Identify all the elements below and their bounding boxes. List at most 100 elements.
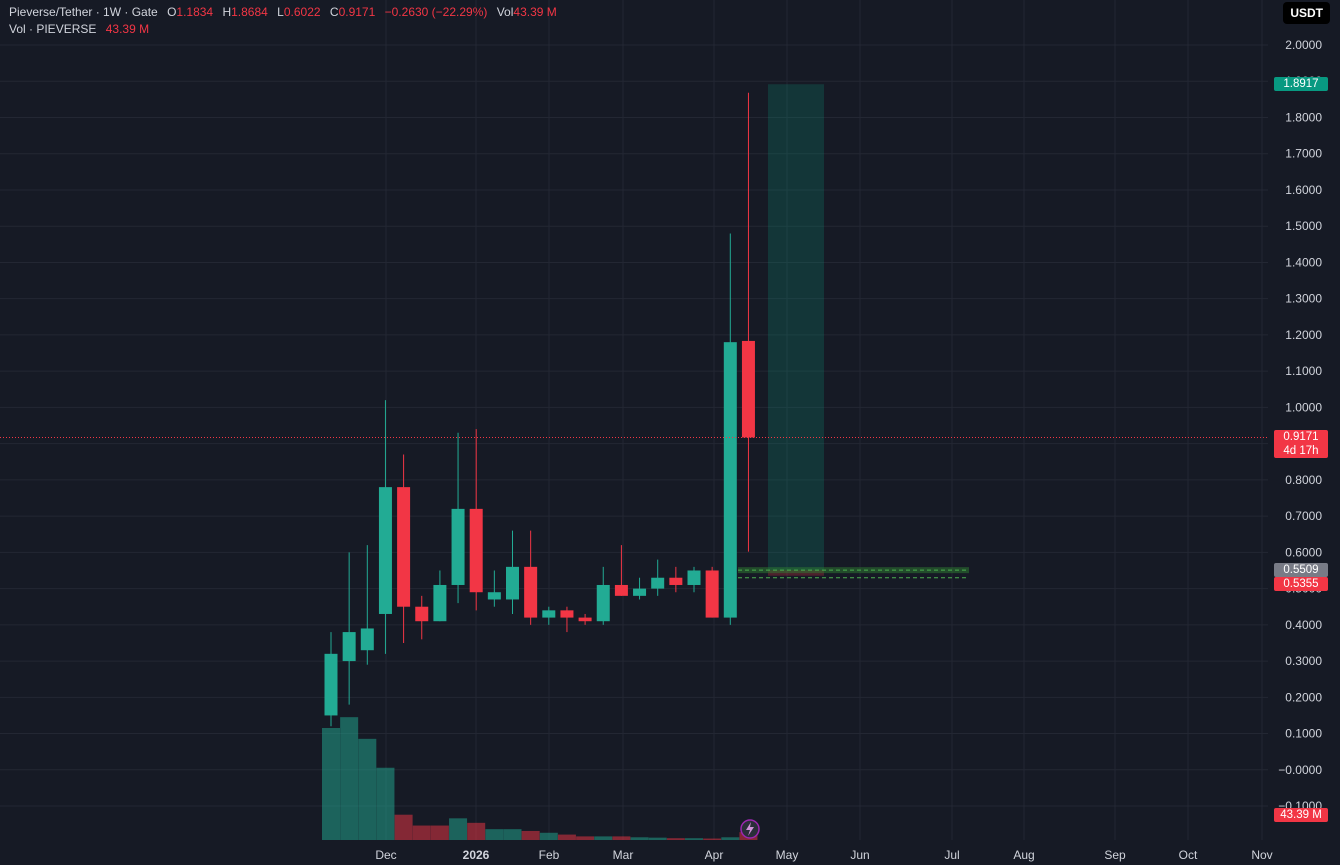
- candle-body: [687, 570, 701, 585]
- price-axis-label: 1.7000: [1285, 147, 1322, 161]
- grid: [0, 0, 1268, 840]
- candle-body: [669, 577, 683, 585]
- price-axis-label: 1.8000: [1285, 110, 1322, 124]
- vol-label: Vol: [496, 5, 514, 19]
- time-axis-label: 2026: [463, 848, 490, 862]
- price-axis-label: 0.6000: [1285, 545, 1322, 559]
- volume-value-tag: 43.39 M: [1274, 808, 1328, 822]
- lightning-icon-glyph: [746, 822, 754, 836]
- candle-body: [433, 584, 447, 622]
- chart-legend: Pieverse/Tether · 1W · Gate O1.1834 H1.8…: [9, 4, 557, 38]
- target-price-tag: 1.8917: [1274, 77, 1328, 92]
- price-axis-label: 1.6000: [1285, 183, 1322, 197]
- time-axis-label: May: [776, 848, 799, 862]
- volume-bar: [412, 825, 431, 840]
- time-axis-label: Feb: [539, 848, 560, 862]
- volume-bar: [703, 838, 722, 840]
- volume-bar: [322, 728, 340, 840]
- volume-bar: [721, 837, 740, 840]
- time-axis-label: Oct: [1179, 848, 1198, 862]
- currency-unit-button[interactable]: USDT: [1283, 2, 1330, 24]
- candle-body: [578, 617, 592, 622]
- time-axis-label: Aug: [1013, 848, 1034, 862]
- price-axis-label: 0.8000: [1285, 473, 1322, 487]
- long-position-tool[interactable]: [738, 84, 969, 579]
- candle-body: [342, 632, 356, 662]
- candle-body: [469, 508, 483, 593]
- bar-countdown: 4d 17h: [1283, 445, 1319, 458]
- price-axis-label: 0.1000: [1285, 727, 1322, 741]
- candle-body: [741, 340, 755, 438]
- price-axis-label: 1.3000: [1285, 292, 1322, 306]
- icons: [740, 819, 760, 839]
- volume-bar: [594, 836, 613, 840]
- candle-body: [524, 566, 538, 618]
- volume-bar: [449, 818, 468, 840]
- volume-bar: [376, 767, 395, 840]
- candle-body: [451, 508, 465, 585]
- volume-bar: [503, 829, 522, 840]
- symbol-label[interactable]: Pieverse/Tether · 1W · Gate: [9, 5, 158, 19]
- open-label: O: [167, 5, 177, 19]
- low-value: 0.6022: [283, 5, 321, 19]
- time-axis-label: Dec: [375, 848, 396, 862]
- time-axis-label: Apr: [705, 848, 724, 862]
- volume-bar: [666, 838, 685, 840]
- price-axis-label: 1.1000: [1285, 364, 1322, 378]
- volume-bar: [430, 825, 449, 840]
- volume-bar: [612, 836, 631, 840]
- candle-body: [705, 570, 719, 618]
- price-axis-label: −0.0000: [1278, 763, 1322, 777]
- candle-body: [397, 487, 411, 607]
- candles: [324, 92, 755, 727]
- volume-bar: [521, 830, 540, 840]
- candle-body: [378, 487, 392, 614]
- candle-body: [596, 584, 610, 622]
- candle-body: [614, 584, 628, 596]
- last-price-value: 0.9171: [1283, 431, 1319, 444]
- vol-value: 43.39 M: [513, 5, 557, 19]
- price-axis-label: 0.3000: [1285, 654, 1322, 668]
- volume-bar: [539, 832, 558, 840]
- candle-body: [560, 610, 574, 618]
- candle-body: [542, 610, 556, 618]
- price-axis-label: 0.4000: [1285, 618, 1322, 632]
- low-label: L: [277, 5, 284, 19]
- open-value: 1.1834: [176, 5, 214, 19]
- time-axis-label: Jul: [944, 848, 959, 862]
- price-axis-label: 1.4000: [1285, 255, 1322, 269]
- high-label: H: [222, 5, 232, 19]
- price-axis-label: 2.0000: [1285, 38, 1322, 52]
- price-axis-label: 0.7000: [1285, 509, 1322, 523]
- price-axis-label: 1.2000: [1285, 328, 1322, 342]
- time-axis-label: Jun: [850, 848, 869, 862]
- candle-body: [506, 566, 519, 600]
- time-axis[interactable]: Dec 2026 Feb Mar Apr May Jun Jul Aug Sep Oct Nov: [375, 848, 1272, 862]
- volume-indicator-value: 43.39 M: [105, 22, 150, 36]
- price-axis-label: 0.2000: [1285, 690, 1322, 704]
- price-axis-label: 1.0000: [1285, 400, 1322, 414]
- entry-price-tag: 0.5509: [1274, 563, 1328, 578]
- volume-bar: [358, 738, 377, 840]
- candle-body: [415, 606, 429, 622]
- candle-body: [324, 653, 338, 716]
- profit-zone: [768, 84, 824, 571]
- price-axis[interactable]: 2.00001.90001.80001.70001.60001.50001.40…: [1278, 38, 1322, 813]
- volume-bar: [467, 822, 486, 840]
- volume-row: Vol · PIEVERSE 43.39 M: [9, 21, 557, 38]
- volume-indicator-label[interactable]: Vol · PIEVERSE: [9, 22, 97, 36]
- candle-body: [723, 342, 737, 618]
- volume-bar: [557, 834, 576, 840]
- volume-bar: [394, 814, 413, 840]
- volume-bars: [322, 717, 758, 840]
- candle-body: [360, 628, 374, 651]
- close-value: 0.9171: [338, 5, 376, 19]
- time-axis-label: Sep: [1104, 848, 1126, 862]
- time-axis-label: Nov: [1251, 848, 1272, 862]
- candle-body: [487, 592, 501, 600]
- volume-bar: [485, 829, 504, 840]
- high-value: 1.8684: [231, 5, 268, 19]
- candle-body: [633, 588, 647, 596]
- volume-bar: [630, 837, 649, 840]
